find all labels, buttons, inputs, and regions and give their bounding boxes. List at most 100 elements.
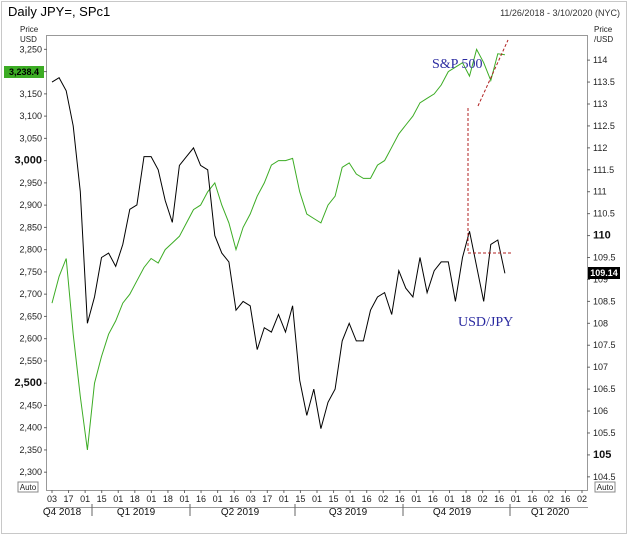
x-tick-label: 15 [97, 494, 107, 504]
x-tick-label: 01 [444, 494, 454, 504]
right-tick-label: 111 [593, 187, 607, 197]
left-tick-label: 3,100 [19, 111, 42, 121]
quarter-label: Q4 2018 [43, 507, 82, 518]
series-layer [51, 48, 506, 450]
right-tick-label: 110 [593, 230, 611, 242]
left-tick-label: 2,800 [19, 245, 42, 255]
sp-trend-guide [477, 39, 509, 107]
quarter-label: Q4 2019 [433, 507, 472, 518]
x-tick-label: 01 [213, 494, 223, 504]
x-tick-label: 18 [130, 494, 140, 504]
x-tick-label: 02 [478, 494, 488, 504]
right-tick-label: 112.5 [593, 121, 615, 131]
last-value-right: 109.14 [590, 268, 618, 278]
right-tick-label: 113 [593, 99, 607, 109]
left-tick-label: 3,250 [19, 44, 42, 54]
right-auto-button[interactable] [594, 481, 616, 493]
right-tick-label: 109 [593, 274, 608, 284]
quarter-label: Q3 2019 [329, 507, 368, 518]
left-tick-label: 3,000 [14, 155, 42, 167]
date-range: 11/26/2018 - 3/10/2020 (NYC) [500, 8, 620, 18]
right-tick-label: 108 [593, 318, 608, 328]
x-tick-label: 01 [80, 494, 90, 504]
quarter-label: Q2 2019 [221, 507, 260, 518]
right-tick-label: 104.5 [593, 472, 616, 482]
right-tick-label: 105.5 [593, 428, 616, 438]
quarter-label: Q1 2020 [531, 507, 570, 518]
x-tick-label: 16 [395, 494, 405, 504]
last-value-left-flag [4, 66, 44, 78]
x-tick-label: 16 [494, 494, 504, 504]
x-tick-label: 16 [362, 494, 372, 504]
right-axis: 114 113.5 113 112.5 112 111.5 111 110.5 110 109.5… [587, 55, 616, 482]
left-tick-label: 3,150 [19, 89, 42, 99]
x-tick-label: 01 [179, 494, 189, 504]
right-unit-line2: /USD [594, 35, 613, 44]
x-tick-label: 17 [262, 494, 272, 504]
x-axis: 03 17 01 15 01 18 01 18 01 16 01 16 03 17 01 15 01 15 01 16… [43, 490, 587, 518]
left-tick-label: 2,850 [19, 222, 42, 232]
x-tick-label: 16 [527, 494, 537, 504]
sp500-line [51, 48, 505, 450]
left-unit-line1: Price [20, 25, 39, 34]
sp500-annotation: S&P 500 [432, 57, 482, 72]
x-tick-label: 02 [577, 494, 587, 504]
right-tick-label: 113.5 [593, 77, 615, 87]
chart-title: Daily JPY=, SPc1 [8, 4, 110, 19]
last-value-right-flag [588, 267, 620, 279]
last-value-left: 3,238.4 [9, 67, 39, 77]
x-tick-label: 02 [544, 494, 554, 504]
left-tick-label: 2,950 [19, 178, 42, 188]
right-tick-label: 105 [593, 449, 611, 461]
right-tick-label: 110.5 [593, 209, 615, 219]
x-tick-label: 16 [560, 494, 570, 504]
right-tick-label: 108.5 [593, 296, 616, 306]
x-tick-label: 16 [229, 494, 239, 504]
x-tick-label: 18 [163, 494, 173, 504]
x-tick-label: 01 [345, 494, 355, 504]
left-tick-label: 2,500 [14, 377, 42, 389]
x-tick-label: 01 [113, 494, 123, 504]
x-tick-label: 01 [511, 494, 521, 504]
x-tick-label: 01 [411, 494, 421, 504]
x-tick-label: 16 [196, 494, 206, 504]
x-tick-label: 17 [64, 494, 74, 504]
left-auto-button[interactable] [17, 481, 39, 493]
x-tick-label: 02 [378, 494, 388, 504]
right-auto-label: Auto [597, 483, 614, 492]
guide-lines [467, 39, 512, 254]
right-tick-label: 106 [593, 406, 608, 416]
x-tick-label: 03 [246, 494, 256, 504]
right-tick-label: 109.5 [593, 253, 616, 263]
x-tick-label: 18 [461, 494, 471, 504]
left-tick-label: 2,550 [19, 356, 42, 366]
usdjpy-annotation: USD/JPY [458, 315, 513, 330]
x-tick-label: 15 [295, 494, 305, 504]
left-tick-label: 2,750 [19, 267, 42, 277]
x-tick-label: 15 [329, 494, 339, 504]
right-tick-label: 106.5 [593, 384, 616, 394]
x-tick-label: 16 [428, 494, 438, 504]
left-tick-label: 2,300 [19, 467, 42, 477]
x-tick-label: 01 [279, 494, 289, 504]
right-tick-label: 114 [593, 55, 607, 65]
left-tick-label: 2,350 [19, 445, 42, 455]
left-tick-label: 3,050 [19, 133, 42, 143]
left-auto-label: Auto [20, 483, 37, 492]
x-tick-label: 03 [47, 494, 57, 504]
right-unit-line1: Price [594, 25, 613, 34]
x-tick-label: 01 [312, 494, 322, 504]
right-tick-label: 111.5 [593, 165, 614, 175]
left-tick-label: 2,600 [19, 334, 42, 344]
plot-border [46, 35, 588, 491]
quarter-label: Q1 2019 [117, 507, 156, 518]
left-tick-label: 2,450 [19, 400, 42, 410]
left-axis: 3,2503,2003,1503,1003,0503,0002,9502,900… [14, 44, 47, 477]
left-unit-line2: USD [20, 35, 37, 44]
left-tick-label: 2,900 [19, 200, 42, 210]
left-tick-label: 2,650 [19, 311, 42, 321]
left-tick-label: 2,700 [19, 289, 42, 299]
usdjpy-line [51, 76, 506, 429]
